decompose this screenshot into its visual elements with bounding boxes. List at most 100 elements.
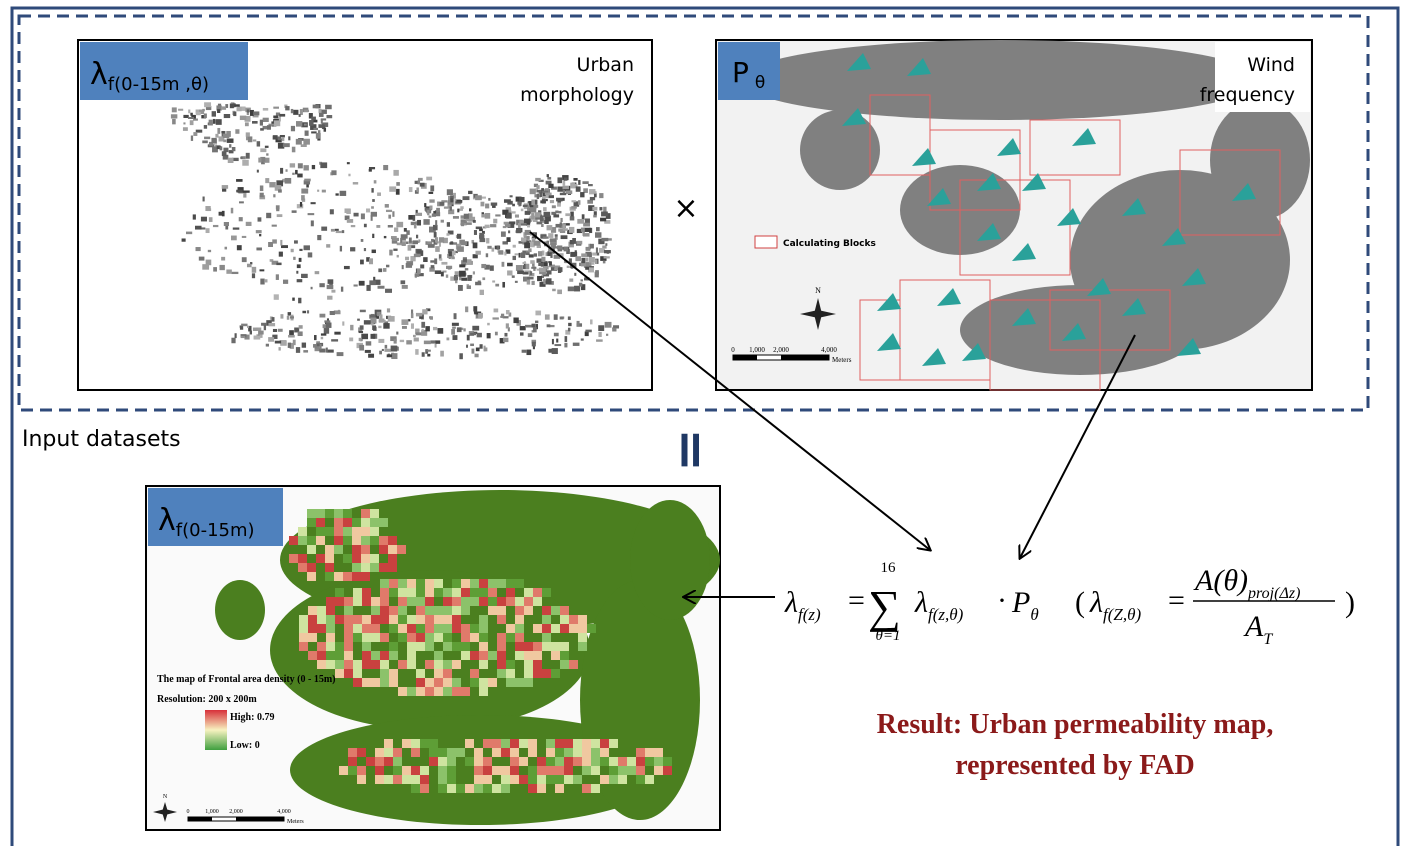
fad-cell [352, 554, 361, 563]
building [289, 342, 294, 349]
building [319, 348, 326, 353]
building [189, 120, 194, 126]
fad-cell [298, 536, 307, 545]
fad-cell [416, 588, 425, 597]
building [460, 206, 464, 210]
building [571, 184, 578, 189]
building [521, 349, 527, 353]
fad-cell [407, 615, 416, 624]
building [235, 129, 240, 134]
building [349, 337, 354, 342]
building [529, 188, 536, 195]
building [522, 272, 529, 275]
building [293, 256, 296, 260]
building [360, 213, 365, 220]
building [416, 268, 421, 275]
fad-cell [470, 588, 479, 597]
building [205, 105, 212, 111]
building [430, 340, 437, 344]
building [487, 245, 492, 249]
fad-cell [470, 678, 479, 687]
building [288, 136, 291, 141]
building [256, 247, 262, 251]
fad-cell [461, 606, 470, 615]
building [466, 334, 470, 341]
scale-unit: Meters [287, 819, 304, 825]
building [531, 323, 536, 328]
building [183, 114, 189, 119]
building [539, 281, 546, 287]
legend-resolution: Resolution: 200 x 200m [157, 694, 257, 705]
dot: · [997, 584, 1007, 617]
building [359, 309, 366, 313]
fad-cell [434, 669, 443, 678]
fad-cell [344, 651, 353, 660]
building [531, 213, 535, 220]
fad-cell [555, 739, 564, 748]
building [403, 228, 407, 232]
building [419, 182, 425, 187]
building [212, 224, 219, 228]
fad-cell [591, 784, 600, 793]
building [221, 151, 227, 157]
building [315, 132, 321, 139]
fad-cell [326, 597, 335, 606]
building [258, 330, 264, 335]
building [566, 249, 570, 254]
fad-cell [326, 633, 335, 642]
building [489, 265, 494, 271]
building [326, 115, 333, 119]
building [557, 177, 563, 184]
fad-cell [325, 509, 334, 518]
building [523, 261, 526, 268]
building [281, 136, 285, 142]
building [536, 189, 544, 193]
fad-cell [447, 757, 456, 766]
building [439, 258, 443, 261]
building [446, 337, 450, 341]
fad-cell [452, 606, 461, 615]
fad-cell [479, 660, 488, 669]
fad-cell [609, 766, 618, 775]
numerator: A(θ)proj(Δz) [1193, 564, 1300, 602]
building [269, 182, 276, 188]
building [273, 115, 279, 119]
building [442, 237, 448, 244]
fad-cell [370, 536, 379, 545]
building [434, 258, 438, 265]
building [223, 147, 229, 153]
building [278, 251, 283, 257]
building [557, 289, 563, 295]
building [331, 289, 336, 293]
fad-cell [398, 588, 407, 597]
fad-cell [452, 642, 461, 651]
building [448, 209, 455, 215]
fad-cell [429, 748, 438, 757]
building [291, 146, 296, 153]
building [414, 180, 419, 184]
building [435, 340, 441, 344]
building [327, 349, 334, 353]
building [371, 249, 376, 254]
fad-cell [519, 757, 528, 766]
subscript: T [1263, 631, 1273, 648]
building [183, 122, 186, 125]
building [240, 335, 246, 339]
building [576, 320, 580, 327]
building [448, 196, 452, 201]
scale-label: 4,000 [821, 346, 837, 354]
building [241, 323, 248, 327]
building [529, 204, 534, 208]
building [203, 125, 208, 129]
building [320, 333, 327, 336]
fad-cell [555, 775, 564, 784]
building [298, 114, 301, 117]
building [301, 195, 305, 201]
building [294, 327, 300, 333]
fad-cell [470, 597, 479, 606]
building [259, 233, 262, 237]
building [438, 240, 441, 247]
fad-cell [501, 784, 510, 793]
building [273, 106, 279, 109]
building [592, 252, 597, 256]
